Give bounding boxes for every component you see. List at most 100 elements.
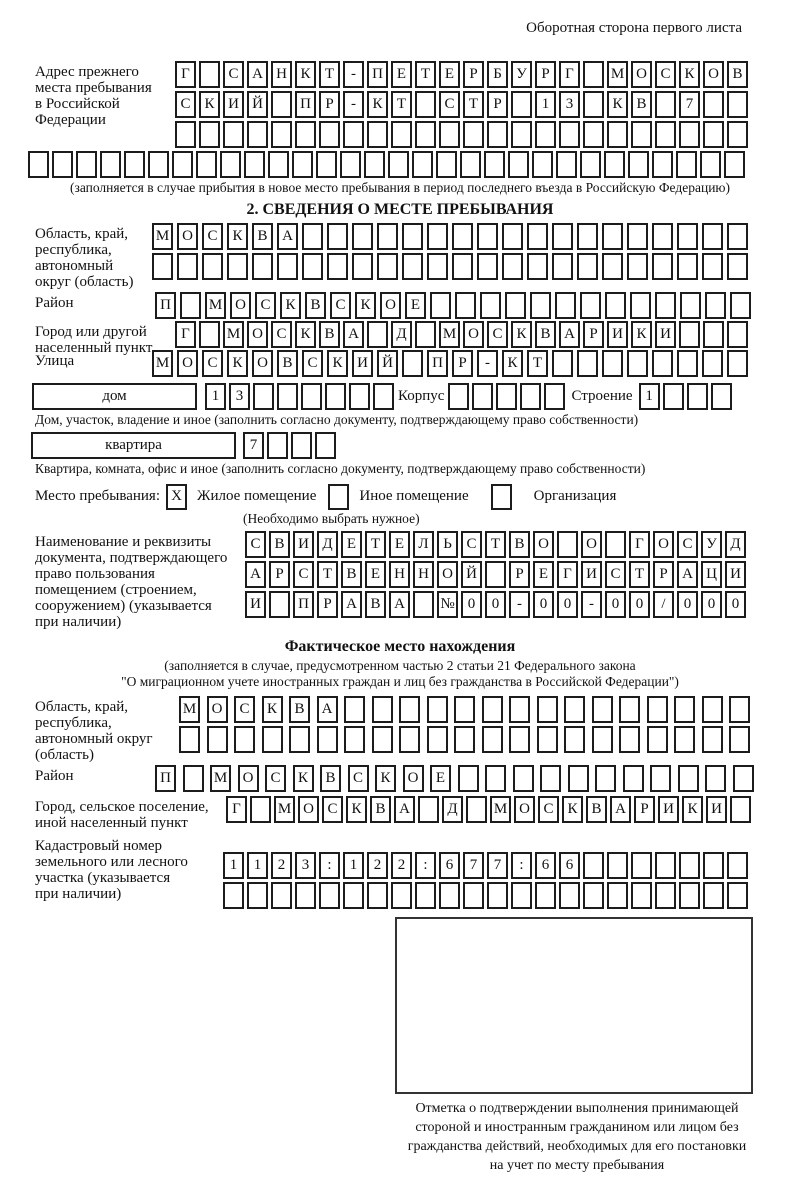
char-cell[interactable]: [730, 292, 751, 319]
char-cell[interactable]: [595, 765, 616, 792]
char-cell[interactable]: [580, 292, 601, 319]
char-cell[interactable]: -: [343, 91, 364, 118]
char-cell[interactable]: [702, 253, 723, 280]
char-cell[interactable]: [457, 765, 479, 792]
char-cell[interactable]: [604, 151, 625, 178]
char-cell[interactable]: 3: [229, 383, 250, 410]
char-cell[interactable]: [466, 796, 487, 823]
char-cell[interactable]: [454, 696, 475, 723]
char-cell[interactable]: [152, 253, 173, 280]
char-cell[interactable]: О: [252, 350, 273, 377]
char-cell[interactable]: [646, 696, 668, 723]
char-cell[interactable]: Т: [319, 61, 340, 88]
char-cell[interactable]: [602, 350, 623, 377]
char-cell[interactable]: 0: [701, 591, 722, 618]
char-cell[interactable]: [732, 765, 754, 792]
char-cell[interactable]: Д: [391, 321, 412, 348]
char-cell[interactable]: Е: [430, 765, 451, 792]
char-cell[interactable]: С: [255, 292, 276, 319]
char-cell[interactable]: С: [265, 765, 286, 792]
char-cell[interactable]: [619, 696, 640, 723]
char-cell[interactable]: Д: [725, 531, 746, 558]
char-cell[interactable]: С: [202, 223, 223, 250]
char-cell[interactable]: [622, 765, 644, 792]
char-cell[interactable]: И: [352, 350, 373, 377]
char-cell[interactable]: [502, 253, 523, 280]
char-cell[interactable]: [607, 882, 628, 909]
char-cell[interactable]: 0: [605, 591, 626, 618]
char-cell[interactable]: [703, 91, 724, 118]
char-cell[interactable]: [607, 121, 628, 148]
char-cell[interactable]: [244, 151, 265, 178]
char-cell[interactable]: М: [179, 696, 200, 723]
char-cell[interactable]: Г: [226, 796, 247, 823]
char-cell[interactable]: [373, 383, 394, 410]
char-cell[interactable]: В: [509, 531, 530, 558]
char-cell[interactable]: В: [727, 61, 748, 88]
char-cell[interactable]: [202, 253, 223, 280]
char-cell[interactable]: [532, 151, 553, 178]
char-cell[interactable]: [627, 350, 648, 377]
char-cell[interactable]: 0: [485, 591, 506, 618]
char-cell[interactable]: С: [330, 292, 351, 319]
char-cell[interactable]: [76, 151, 97, 178]
char-cell[interactable]: 1: [638, 383, 660, 410]
char-cell[interactable]: В: [370, 796, 391, 823]
char-cell[interactable]: [520, 383, 542, 410]
char-cell[interactable]: В: [289, 696, 310, 723]
char-cell[interactable]: А: [341, 591, 362, 618]
char-cell[interactable]: [583, 61, 604, 88]
char-cell[interactable]: П: [367, 61, 388, 88]
char-cell[interactable]: [177, 253, 198, 280]
char-cell[interactable]: [402, 350, 423, 377]
char-cell[interactable]: [536, 696, 558, 723]
char-cell[interactable]: [705, 292, 726, 319]
char-cell[interactable]: И: [725, 561, 746, 588]
char-cell[interactable]: Г: [629, 531, 650, 558]
char-cell[interactable]: 0: [533, 591, 554, 618]
char-cell[interactable]: [496, 383, 518, 410]
char-cell[interactable]: [557, 531, 578, 558]
char-cell[interactable]: [677, 350, 698, 377]
char-cell[interactable]: Р: [653, 561, 674, 588]
char-cell[interactable]: О: [437, 561, 458, 588]
char-cell[interactable]: [481, 726, 503, 753]
char-cell[interactable]: [367, 121, 388, 148]
char-cell[interactable]: [52, 151, 73, 178]
char-cell[interactable]: 0: [677, 591, 698, 618]
char-cell[interactable]: [415, 121, 436, 148]
char-cell[interactable]: [679, 882, 700, 909]
char-cell[interactable]: [619, 726, 640, 753]
char-cell[interactable]: [536, 726, 558, 753]
char-cell[interactable]: [477, 223, 498, 250]
char-cell[interactable]: М: [223, 321, 244, 348]
char-cell[interactable]: [535, 121, 556, 148]
char-cell[interactable]: [220, 151, 241, 178]
char-cell[interactable]: С: [538, 796, 559, 823]
char-cell[interactable]: [676, 151, 697, 178]
char-cell[interactable]: [427, 223, 448, 250]
char-cell[interactable]: [583, 91, 604, 118]
char-cell[interactable]: [655, 292, 676, 319]
char-cell[interactable]: [199, 61, 220, 88]
char-cell[interactable]: [325, 383, 346, 410]
char-cell[interactable]: [399, 696, 420, 723]
char-cell[interactable]: [247, 121, 268, 148]
char-cell[interactable]: 2: [271, 852, 292, 879]
char-cell[interactable]: К: [327, 350, 348, 377]
char-cell[interactable]: [631, 852, 652, 879]
char-cell[interactable]: 3: [295, 852, 316, 879]
char-cell[interactable]: А: [610, 796, 631, 823]
char-cell[interactable]: О: [298, 796, 319, 823]
char-cell[interactable]: [511, 882, 532, 909]
char-cell[interactable]: -: [343, 61, 364, 88]
char-cell[interactable]: У: [511, 61, 532, 88]
char-cell[interactable]: Р: [463, 61, 484, 88]
char-cell[interactable]: Т: [629, 561, 650, 588]
char-cell[interactable]: К: [295, 321, 316, 348]
char-cell[interactable]: О: [237, 765, 259, 792]
char-cell[interactable]: [607, 852, 628, 879]
char-cell[interactable]: К: [502, 350, 523, 377]
char-cell[interactable]: В: [320, 765, 341, 792]
char-cell[interactable]: [727, 852, 748, 879]
